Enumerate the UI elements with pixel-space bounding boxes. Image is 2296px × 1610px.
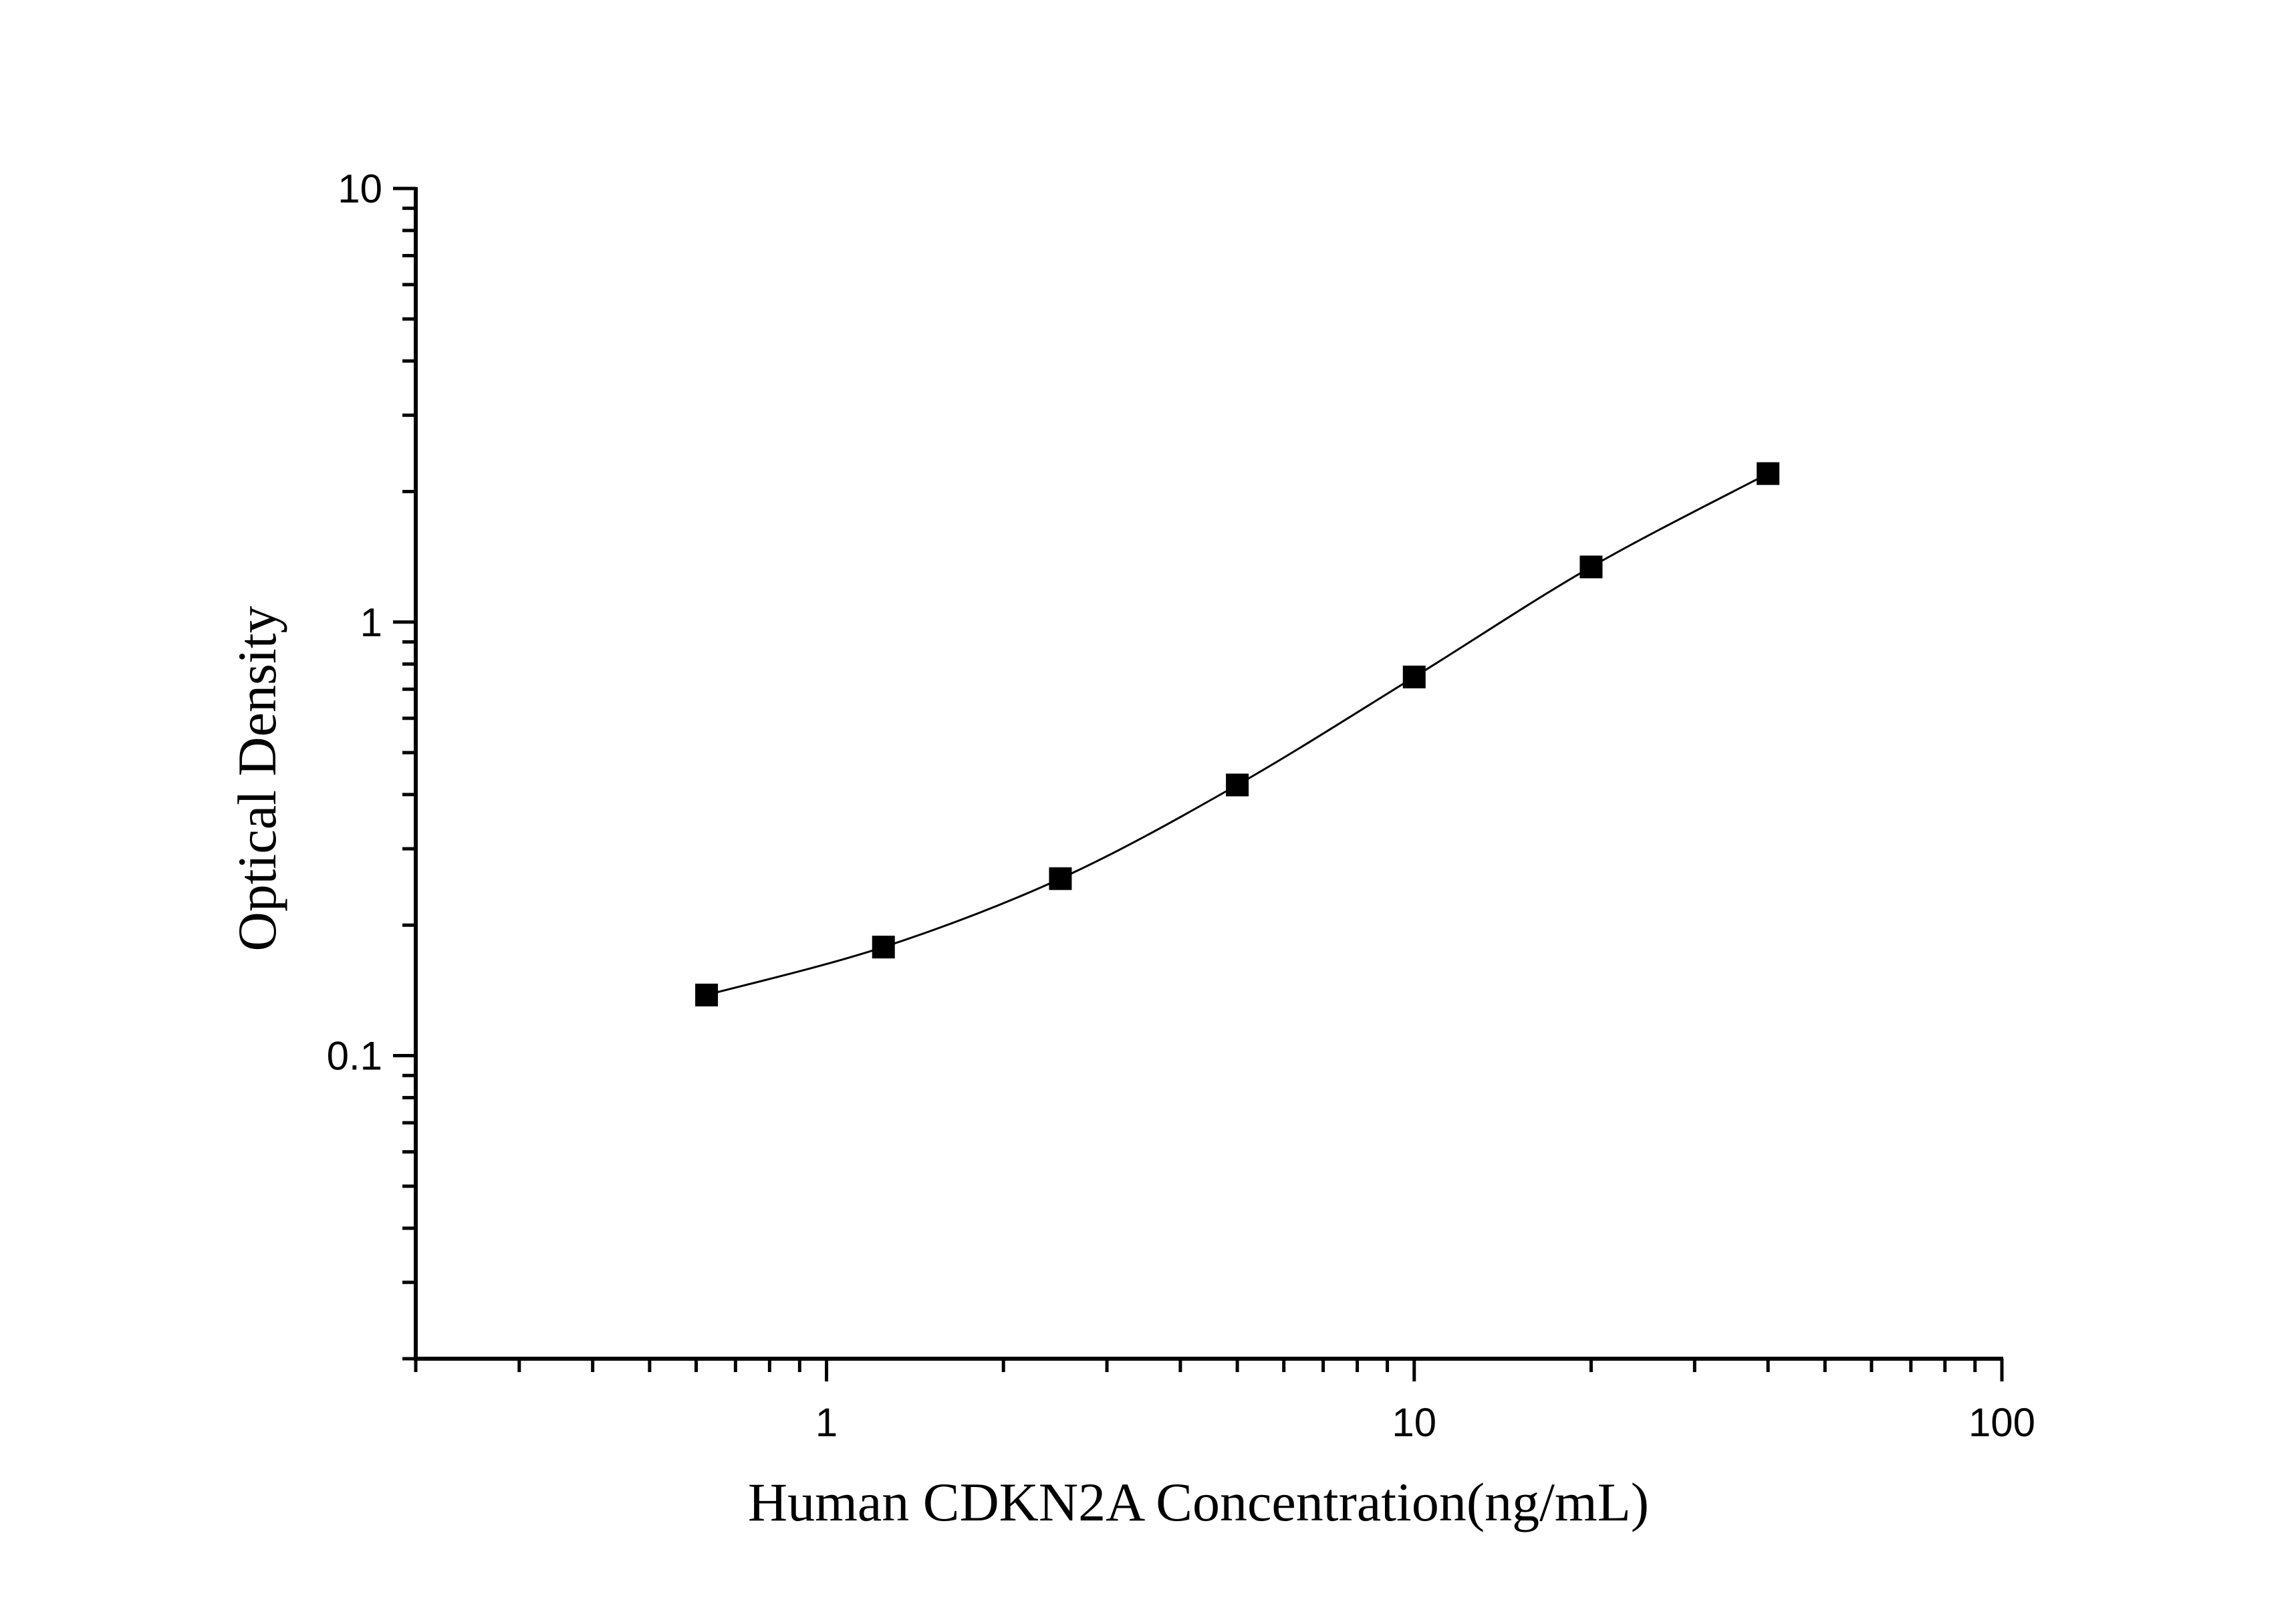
x-tick-label: 10 [1392, 1400, 1436, 1445]
data-point [1226, 773, 1249, 797]
y-tick-label: 0.1 [327, 1034, 382, 1079]
y-tick-label: 1 [360, 600, 382, 645]
data-point [695, 983, 719, 1007]
y-tick-label: 10 [338, 166, 382, 211]
x-tick-label: 1 [815, 1400, 838, 1445]
fit-curve-layer [706, 473, 1769, 996]
data-point [872, 936, 895, 959]
data-point [1579, 555, 1603, 579]
x-axis-title: Human CDKN2A Concentration(ng/mL) [748, 1472, 1649, 1532]
x-axis-tick-labels: 1 10 100 [815, 1400, 2035, 1445]
fit-curve [706, 473, 1769, 996]
y-axis-tick-labels: 0.1 1 10 [327, 166, 382, 1079]
data-point [1049, 867, 1072, 890]
data-points-layer [695, 462, 1780, 1007]
x-axis-ticks [414, 1359, 2004, 1381]
x-tick-label: 100 [1968, 1400, 2035, 1445]
data-point [1757, 462, 1780, 485]
y-axis-title: Optical Density [227, 606, 287, 952]
y-axis-ticks [393, 186, 416, 1361]
axes [414, 187, 2003, 1361]
data-point [1402, 665, 1426, 688]
